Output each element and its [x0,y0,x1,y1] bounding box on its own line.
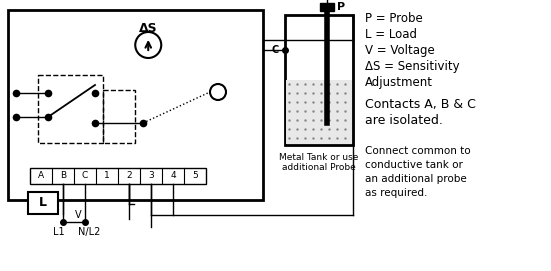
Text: 4: 4 [170,172,176,180]
Text: additional Probe: additional Probe [282,163,356,172]
Text: Connect common to: Connect common to [365,146,471,156]
Bar [320,3,334,11]
Bar [8,10,263,200]
Circle shape [135,32,161,58]
Circle shape [210,84,226,100]
Text: V: V [75,210,82,220]
Text: L: L [39,196,47,209]
Text: A: A [38,172,44,180]
Bar [28,192,58,214]
Text: P: P [337,2,345,12]
Text: ΔS: ΔS [139,21,158,34]
Text: N/L2: N/L2 [78,227,100,237]
Text: P = Probe: P = Probe [365,12,423,25]
Text: conductive tank or: conductive tank or [365,160,463,170]
Text: are isolated.: are isolated. [365,114,443,127]
Bar [103,90,135,143]
Text: Metal Tank or use: Metal Tank or use [279,153,359,162]
Text: Contacts A, B & C: Contacts A, B & C [365,98,476,111]
Bar [286,80,352,144]
Text: 5: 5 [192,172,198,180]
Text: L = Load: L = Load [365,28,417,41]
Bar [285,15,353,145]
Text: 3: 3 [148,172,154,180]
Text: ΔS = Sensitivity: ΔS = Sensitivity [365,60,460,73]
Text: C: C [82,172,88,180]
Text: 2: 2 [126,172,132,180]
Bar [30,168,206,184]
Text: Adjustment: Adjustment [365,76,433,89]
Text: L1: L1 [53,227,65,237]
Text: B: B [60,172,66,180]
Text: V = Voltage: V = Voltage [365,44,435,57]
Text: as required.: as required. [365,188,428,198]
Text: an additional probe: an additional probe [365,174,467,184]
Text: 1: 1 [104,172,110,180]
Bar [38,75,103,143]
Text: C: C [272,45,279,55]
